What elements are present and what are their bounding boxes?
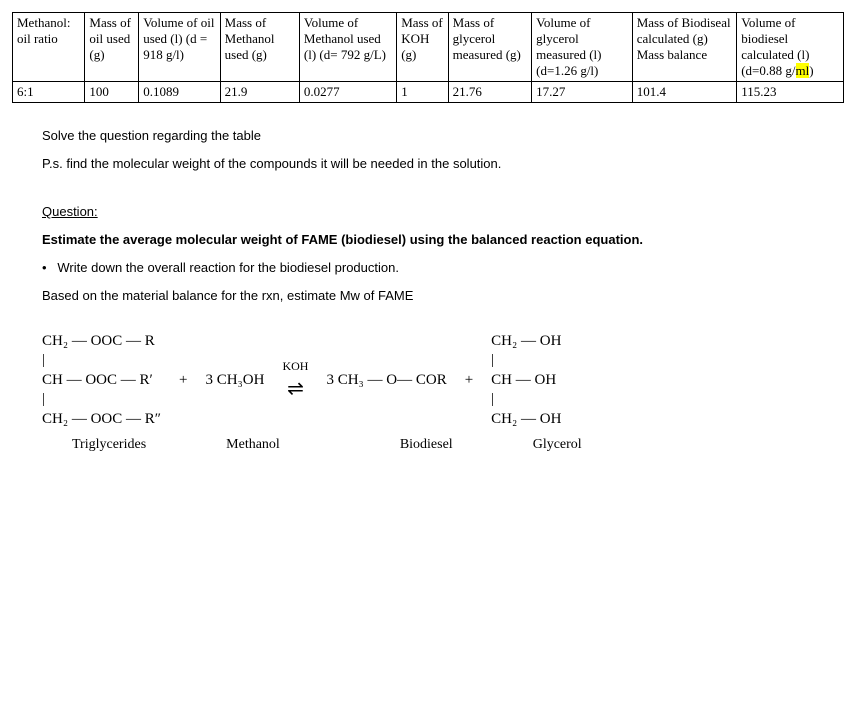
triglyceride-structure: CH₂ — OOC — R | CH — OOC — R′ | CH₂ — OO… (42, 332, 161, 430)
cell: 0.0277 (299, 82, 396, 103)
ps-line: P.s. find the molecular weight of the co… (42, 153, 844, 175)
label-methanol: Methanol (226, 437, 280, 453)
label-triglycerides: Triglycerides (72, 437, 146, 453)
plus-sign: + (465, 372, 473, 389)
col-header: Mass of oil used (g) (85, 13, 139, 82)
col-header: Volume of oil used (l) (d = 918 g/l) (139, 13, 220, 82)
cell: 21.76 (448, 82, 532, 103)
mol-line: CH — OH (491, 371, 556, 391)
methanol-formula: 3 CH₃OH (205, 372, 264, 389)
col-header: Methanol: oil ratio (13, 13, 85, 82)
cell: 21.9 (220, 82, 299, 103)
col-header: Volume of glycerol measured (l) (d=1.26 … (532, 13, 633, 82)
label-glycerol: Glycerol (533, 437, 582, 453)
mol-bar: | (42, 390, 45, 410)
col-header: Volume of Methanol used (l) (d= 792 g/L) (299, 13, 396, 82)
mol-line: CH — OOC — R′ (42, 371, 153, 391)
cell: 115.23 (737, 82, 844, 103)
plus-sign: + (179, 372, 187, 389)
mol-bar: | (491, 351, 494, 371)
glycerol-structure: CH₂ — OH | CH — OH | CH₂ — OH (491, 332, 561, 430)
col-header: Mass of Biodiseal calculated (g) Mass ba… (632, 13, 737, 82)
reaction-labels: Triglycerides Methanol Biodiesel Glycero… (12, 437, 844, 453)
label-biodiesel: Biodiesel (400, 437, 453, 453)
col-header: Mass of Methanol used (g) (220, 13, 299, 82)
based-line: Based on the material balance for the rx… (42, 285, 844, 307)
mol-line: CH₂ — OOC — R″ (42, 410, 161, 430)
catalyst-label: KOH (282, 359, 308, 374)
question-main: Estimate the average molecular weight of… (42, 229, 844, 251)
mol-line: CH₂ — OOC — R (42, 332, 155, 352)
mol-line: CH₂ — OH (491, 410, 561, 430)
table-header-row: Methanol: oil ratio Mass of oil used (g)… (13, 13, 844, 82)
reaction-equation: CH₂ — OOC — R | CH — OOC — R′ | CH₂ — OO… (12, 332, 844, 430)
col-header: Volume of biodiesel calculated (l) (d=0.… (737, 13, 844, 82)
arrow-icon: ⇌ (287, 376, 304, 401)
data-table: Methanol: oil ratio Mass of oil used (g)… (12, 12, 844, 103)
question-label: Question: (42, 201, 844, 223)
reaction-arrow: KOH ⇌ (282, 359, 308, 401)
col-header: Mass of glycerol measured (g) (448, 13, 532, 82)
highlight-text: ml (796, 63, 810, 78)
mol-bar: | (42, 351, 45, 371)
cell: 17.27 (532, 82, 633, 103)
mol-line: CH₂ — OH (491, 332, 561, 352)
cell: 1 (397, 82, 448, 103)
cell: 101.4 (632, 82, 737, 103)
solve-line: Solve the question regarding the table (42, 125, 844, 147)
table-row: 6:1 100 0.1089 21.9 0.0277 1 21.76 17.27… (13, 82, 844, 103)
col-header: Mass of KOH (g) (397, 13, 448, 82)
mol-bar: | (491, 390, 494, 410)
question-section: Solve the question regarding the table P… (12, 125, 844, 308)
biodiesel-formula: 3 CH₃ — O— COR (326, 372, 446, 389)
cell: 0.1089 (139, 82, 220, 103)
cell: 6:1 (13, 82, 85, 103)
bullet-line: • Write down the overall reaction for th… (42, 257, 844, 279)
cell: 100 (85, 82, 139, 103)
